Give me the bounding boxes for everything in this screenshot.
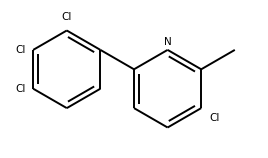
Text: Cl: Cl xyxy=(209,113,219,123)
Text: Cl: Cl xyxy=(16,84,26,94)
Text: N: N xyxy=(164,37,172,47)
Text: Cl: Cl xyxy=(62,12,72,22)
Text: Cl: Cl xyxy=(16,45,26,55)
